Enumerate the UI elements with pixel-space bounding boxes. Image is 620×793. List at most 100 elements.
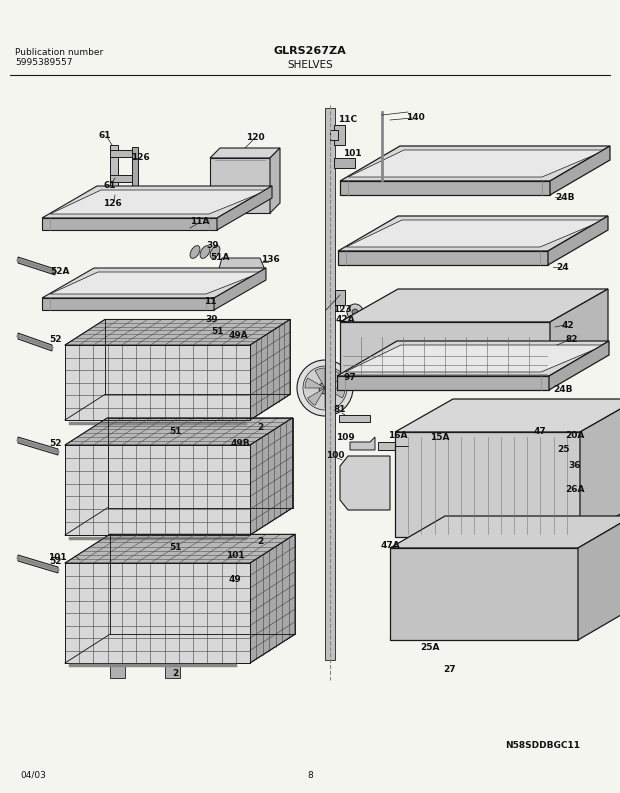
Text: 123: 123 [332, 305, 352, 315]
Polygon shape [50, 190, 268, 214]
Polygon shape [340, 146, 610, 181]
Text: 11C: 11C [339, 116, 358, 125]
Polygon shape [42, 186, 272, 218]
Text: 25A: 25A [420, 643, 440, 653]
Polygon shape [255, 420, 270, 432]
Polygon shape [390, 516, 620, 548]
Polygon shape [255, 535, 270, 547]
Text: 52: 52 [49, 439, 61, 447]
Wedge shape [315, 368, 325, 388]
Polygon shape [378, 442, 395, 450]
Text: Publication number: Publication number [15, 48, 104, 57]
Text: 52: 52 [49, 335, 61, 344]
Text: 49B: 49B [230, 439, 250, 447]
Polygon shape [110, 665, 125, 678]
Polygon shape [218, 258, 265, 285]
Ellipse shape [187, 322, 197, 334]
Polygon shape [250, 320, 290, 420]
Ellipse shape [190, 246, 200, 259]
Text: 126: 126 [131, 154, 149, 163]
Text: 47: 47 [534, 427, 546, 436]
Text: 16A: 16A [388, 431, 408, 439]
Polygon shape [65, 394, 290, 420]
Polygon shape [337, 376, 549, 390]
Polygon shape [345, 345, 605, 372]
Polygon shape [339, 415, 370, 422]
Polygon shape [42, 218, 217, 230]
Polygon shape [335, 290, 345, 305]
Text: 15A: 15A [430, 432, 450, 442]
Text: 2: 2 [172, 669, 178, 679]
Polygon shape [65, 563, 250, 663]
Ellipse shape [210, 246, 220, 259]
Text: 11A: 11A [190, 217, 210, 227]
Polygon shape [550, 146, 610, 195]
Text: 61: 61 [99, 131, 111, 140]
Polygon shape [395, 399, 620, 432]
Polygon shape [65, 534, 295, 563]
Text: SHELVES: SHELVES [287, 60, 333, 70]
Text: 8: 8 [307, 771, 313, 780]
Ellipse shape [207, 322, 217, 334]
Text: 81: 81 [334, 405, 346, 415]
Text: 51: 51 [212, 328, 224, 336]
Text: 97: 97 [343, 374, 356, 382]
Polygon shape [334, 158, 355, 168]
Text: 27: 27 [444, 665, 456, 675]
Polygon shape [549, 341, 609, 390]
Polygon shape [338, 216, 608, 251]
Polygon shape [390, 548, 578, 640]
Polygon shape [65, 508, 293, 535]
Polygon shape [348, 150, 606, 177]
Text: 49: 49 [229, 576, 241, 584]
Polygon shape [270, 148, 280, 213]
Polygon shape [325, 108, 335, 660]
Polygon shape [18, 257, 55, 275]
Polygon shape [395, 432, 580, 537]
Polygon shape [110, 145, 118, 205]
Circle shape [352, 309, 358, 315]
Text: 51A: 51A [210, 254, 230, 262]
Text: 04/03: 04/03 [20, 771, 46, 780]
Polygon shape [65, 320, 290, 345]
Ellipse shape [200, 246, 210, 259]
Text: GLRS267ZA: GLRS267ZA [273, 46, 347, 56]
Polygon shape [65, 634, 295, 663]
Polygon shape [18, 437, 58, 455]
Polygon shape [50, 272, 262, 294]
Polygon shape [405, 440, 420, 452]
Polygon shape [350, 437, 375, 450]
Text: 136: 136 [260, 255, 280, 265]
Circle shape [347, 304, 363, 320]
Text: N58SDDBGC11: N58SDDBGC11 [505, 741, 580, 749]
Circle shape [319, 382, 331, 394]
Polygon shape [580, 399, 620, 537]
Polygon shape [337, 341, 609, 376]
Polygon shape [165, 665, 180, 678]
Polygon shape [340, 322, 550, 377]
Text: 52: 52 [49, 557, 61, 566]
Wedge shape [305, 378, 325, 388]
Polygon shape [42, 298, 214, 310]
Polygon shape [340, 181, 550, 195]
Text: 82: 82 [565, 335, 578, 344]
Text: 2: 2 [257, 538, 263, 546]
Polygon shape [346, 220, 604, 247]
Text: 24: 24 [557, 262, 569, 271]
Text: 36: 36 [569, 461, 582, 469]
Text: 101: 101 [343, 148, 361, 158]
Text: 49A: 49A [228, 331, 248, 340]
Text: 39: 39 [206, 316, 218, 324]
Text: 11: 11 [204, 297, 216, 307]
Polygon shape [210, 158, 270, 213]
Wedge shape [308, 388, 325, 405]
Polygon shape [132, 147, 138, 187]
Text: 126: 126 [103, 198, 122, 208]
Text: 2: 2 [257, 423, 263, 432]
Circle shape [303, 366, 347, 410]
Polygon shape [578, 516, 620, 640]
Polygon shape [340, 289, 608, 322]
Text: 101: 101 [48, 554, 66, 562]
Polygon shape [334, 125, 345, 145]
Wedge shape [325, 388, 335, 408]
